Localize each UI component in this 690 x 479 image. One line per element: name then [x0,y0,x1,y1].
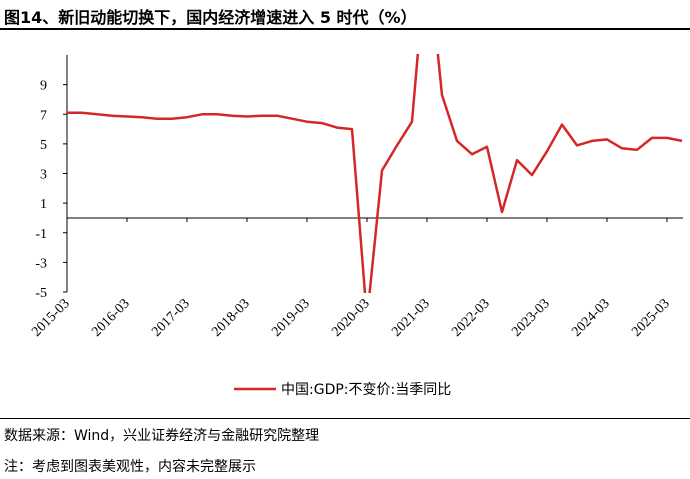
y-tick-label: 3 [40,168,47,183]
y-tick-label: 5 [40,138,47,153]
y-axis: 9 7 5 3 1 -1 -3 -5 [35,55,68,301]
x-tick-label: 2018-03 [209,296,253,340]
x-tick-label: 2017-03 [149,296,193,340]
x-tick-label: 2022-03 [449,296,493,340]
y-tick-label: -3 [35,256,47,271]
y-tick-label: 1 [40,197,47,212]
footer-divider [0,418,690,419]
footnote: 注：考虑到图表美观性，内容未完整展示 [4,459,256,475]
y-tick-label: 9 [40,79,47,94]
title-divider [0,28,690,30]
y-tick-label: 7 [40,108,47,123]
series-layer [66,54,683,293]
x-axis: 2015-03 2016-03 2017-03 2018-03 2019-03 2020-… [29,217,683,340]
source-note: 数据来源：Wind，兴业证券经济与金融研究院整理 [4,428,320,444]
gdp-series-line [67,54,683,293]
y-tick-label: -1 [35,227,47,242]
legend-label: 中国:GDP:不变价:当季同比 [281,382,451,398]
x-tick-label: 2025-03 [629,296,673,340]
legend: 中国:GDP:不变价:当季同比 [234,382,451,398]
figure-title: 图14、新旧动能切换下，国内经济增速进入 5 时代（%） [4,8,417,27]
x-tick-label: 2024-03 [569,296,613,340]
gdp-line-chart: 9 7 5 3 1 -1 -3 -5 2015-03 2016-03 2017-03 2018-03… [29,54,683,398]
x-tick-label: 2023-03 [509,296,553,340]
x-tick-label: 2021-03 [389,296,433,340]
x-tick-label: 2020-03 [329,296,373,340]
x-tick-label: 2015-03 [29,296,73,340]
x-tick-label: 2019-03 [269,296,313,340]
y-tick-label: -5 [35,286,47,301]
x-tick-label: 2016-03 [89,296,133,340]
